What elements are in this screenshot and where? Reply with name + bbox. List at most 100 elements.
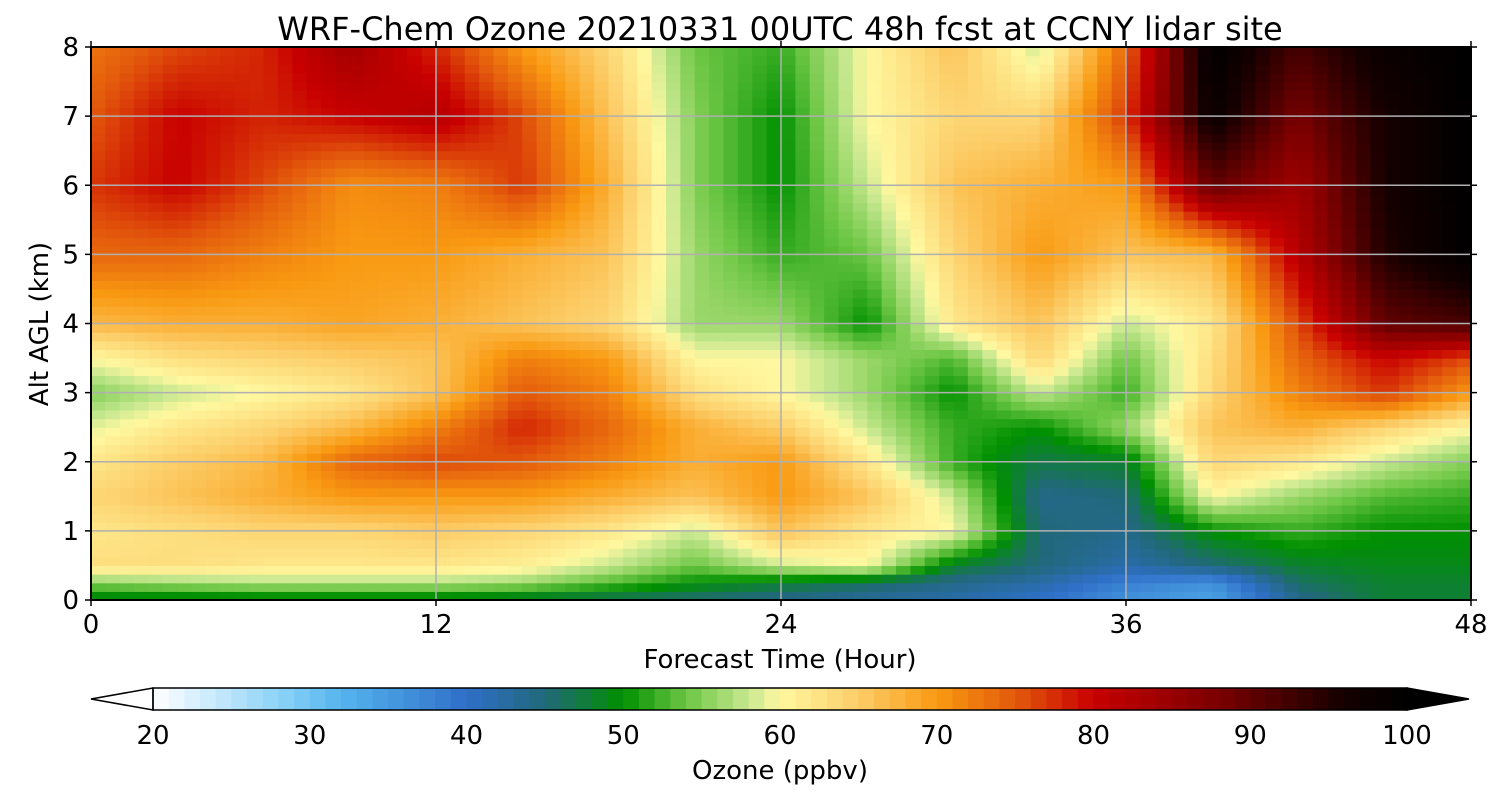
heatmap-cell xyxy=(421,332,437,342)
heatmap-cell xyxy=(709,582,725,592)
heatmap-cell xyxy=(407,582,423,592)
heatmap-cell xyxy=(464,150,480,160)
heatmap-cell xyxy=(953,349,969,359)
heatmap-cell xyxy=(1025,435,1041,446)
heatmap-cell xyxy=(852,159,868,169)
heatmap-cell xyxy=(378,366,394,376)
heatmap-cell xyxy=(105,522,121,532)
heatmap-cell xyxy=(622,358,638,368)
heatmap-cell xyxy=(694,297,710,307)
heatmap-cell xyxy=(177,254,193,264)
heatmap-cell xyxy=(1212,479,1228,489)
heatmap-cell xyxy=(306,435,322,446)
heatmap-cell xyxy=(551,185,566,195)
heatmap-cell xyxy=(1039,340,1055,351)
heatmap-cell xyxy=(781,522,796,532)
heatmap-cell xyxy=(1427,202,1443,212)
heatmap-cell xyxy=(1284,211,1300,221)
heatmap-cell xyxy=(1370,219,1386,230)
heatmap-cell xyxy=(723,176,739,186)
heatmap-cell xyxy=(1269,159,1285,169)
heatmap-cell xyxy=(565,375,581,385)
heatmap-cell xyxy=(1169,340,1185,351)
heatmap-cell xyxy=(924,219,940,230)
heatmap-cell xyxy=(321,366,336,376)
heatmap-cell xyxy=(148,254,164,264)
heatmap-cell xyxy=(1327,228,1343,238)
heatmap-cell xyxy=(1327,193,1343,204)
heatmap-cell xyxy=(148,435,164,446)
heatmap-cell xyxy=(982,418,998,428)
heatmap-cell xyxy=(1140,556,1156,567)
heatmap-cell xyxy=(1111,496,1127,506)
heatmap-cell xyxy=(1226,453,1242,463)
heatmap-cell xyxy=(263,453,279,463)
heatmap-cell xyxy=(349,159,365,169)
heatmap-cell xyxy=(752,591,768,601)
heatmap-cell xyxy=(407,254,423,264)
heatmap-cell xyxy=(479,306,495,316)
heatmap-cell xyxy=(910,297,926,307)
heatmap-cell xyxy=(1212,306,1228,316)
heatmap-cell xyxy=(795,297,811,307)
heatmap-cell xyxy=(421,193,437,204)
heatmap-cell xyxy=(378,185,394,195)
heatmap-cell xyxy=(1126,280,1141,290)
heatmap-cell xyxy=(824,582,840,592)
heatmap-cell xyxy=(852,418,868,428)
heatmap-cell xyxy=(852,470,868,480)
heatmap-cell xyxy=(651,185,667,195)
heatmap-cell xyxy=(1212,383,1228,394)
heatmap-cell xyxy=(1384,427,1400,437)
heatmap-cell xyxy=(522,453,538,463)
heatmap-cell xyxy=(838,193,854,204)
heatmap-cell xyxy=(565,539,581,549)
heatmap-cell xyxy=(982,548,998,558)
heatmap-cell xyxy=(392,254,408,264)
heatmap-cell xyxy=(1384,375,1400,385)
heatmap-cell xyxy=(881,530,897,541)
heatmap-cell xyxy=(1298,211,1314,221)
heatmap-cell xyxy=(967,453,983,463)
heatmap-cell xyxy=(392,556,408,567)
heatmap-cell xyxy=(737,453,753,463)
heatmap-cell xyxy=(349,574,365,584)
heatmap-cell xyxy=(105,271,121,281)
heatmap-cell xyxy=(694,401,710,411)
heatmap-cell xyxy=(91,444,106,454)
heatmap-cell xyxy=(1097,150,1113,160)
heatmap-cell xyxy=(277,167,293,178)
heatmap-cell xyxy=(666,375,681,385)
heatmap-cell xyxy=(507,237,523,247)
heatmap-cell xyxy=(1183,479,1199,489)
heatmap-cell xyxy=(651,548,667,558)
heatmap-cell xyxy=(1154,591,1170,601)
heatmap-cell xyxy=(105,591,121,601)
heatmap-cell xyxy=(1226,245,1242,255)
heatmap-cell xyxy=(824,366,840,376)
heatmap-cell xyxy=(177,392,193,402)
heatmap-cell xyxy=(1269,271,1285,281)
heatmap-cell xyxy=(1284,306,1300,316)
heatmap-cell xyxy=(608,513,624,523)
heatmap-cell xyxy=(263,288,279,299)
heatmap-cell xyxy=(105,159,121,169)
heatmap-cell xyxy=(1197,202,1213,212)
heatmap-cell xyxy=(1183,539,1199,549)
heatmap-cell xyxy=(191,479,207,489)
heatmap-cell xyxy=(134,513,150,523)
heatmap-cell xyxy=(982,565,998,575)
heatmap-cell xyxy=(335,504,351,515)
heatmap-cell xyxy=(234,349,250,359)
heatmap-cell xyxy=(824,288,840,299)
heatmap-cell xyxy=(1082,366,1098,376)
heatmap-cell xyxy=(220,366,236,376)
heatmap-cell xyxy=(450,219,466,230)
heatmap-cell xyxy=(1140,409,1156,420)
heatmap-cell xyxy=(1197,254,1213,264)
heatmap-cell xyxy=(551,176,566,186)
heatmap-cell xyxy=(651,522,667,532)
heatmap-cell xyxy=(1269,349,1285,359)
heatmap-cell xyxy=(694,444,710,454)
heatmap-cell xyxy=(105,556,121,567)
